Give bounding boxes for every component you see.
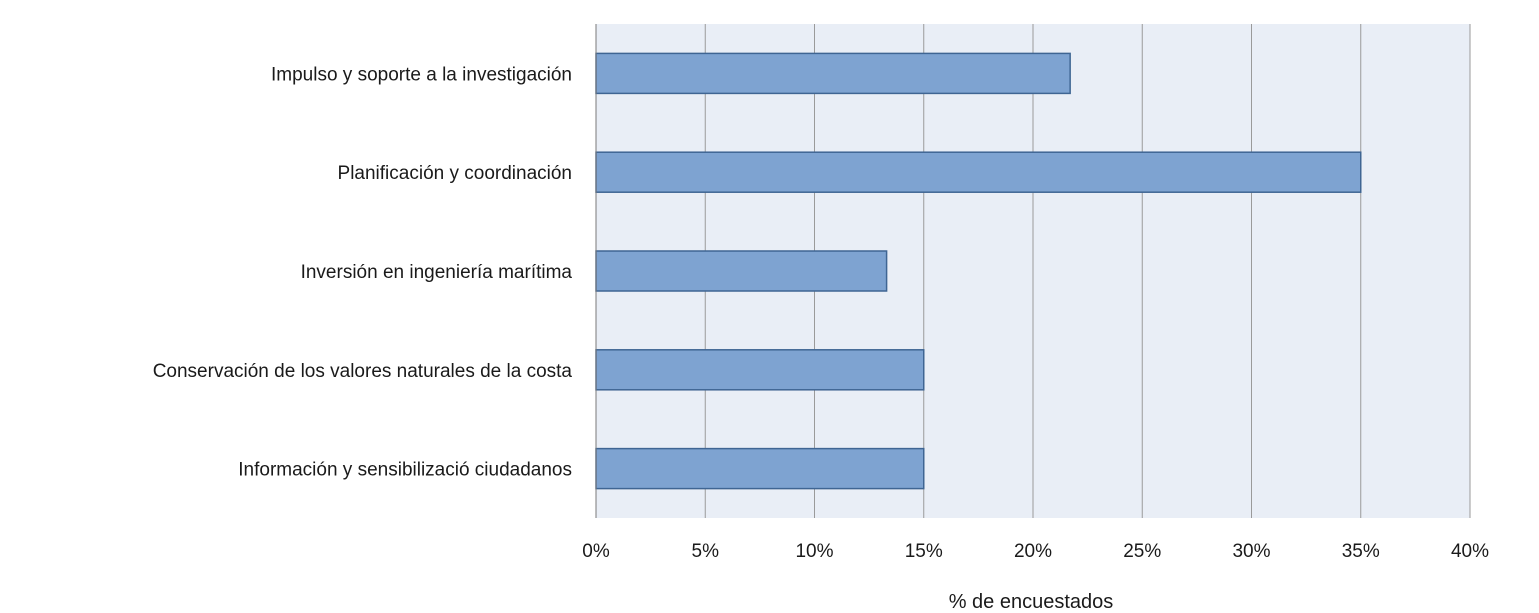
bar — [595, 151, 1362, 193]
x-tick-labels: 0% 5% 10% 15% 20% 25% 30% 35% 40% — [582, 541, 1489, 562]
bar — [595, 349, 925, 391]
x-tick-label: 30% — [1232, 541, 1270, 562]
category-label: Impulso y soporte a la investigación — [271, 64, 572, 85]
x-tick-label: 35% — [1342, 541, 1380, 562]
x-tick-label: 20% — [1014, 541, 1052, 562]
category-labels: Impulso y soporte a la investigación Plan… — [153, 64, 573, 480]
x-tick-label: 40% — [1451, 541, 1489, 562]
x-tick-label: 10% — [795, 541, 833, 562]
x-tick-label: 0% — [582, 541, 610, 562]
x-axis-title: % de encuestados — [949, 591, 1114, 613]
bar — [595, 52, 1071, 95]
category-label: Inversión en ingeniería marítima — [301, 262, 573, 283]
x-tick-label: 5% — [692, 541, 720, 562]
bar — [595, 250, 888, 292]
category-label: Información y sensibilizació ciudadanos — [238, 460, 572, 481]
category-label: Conservación de los valores naturales de… — [153, 361, 573, 382]
x-tick-label: 25% — [1123, 541, 1161, 562]
x-tick-label: 15% — [905, 541, 943, 562]
bar — [595, 447, 925, 490]
category-label: Planificación y coordinación — [338, 163, 572, 184]
